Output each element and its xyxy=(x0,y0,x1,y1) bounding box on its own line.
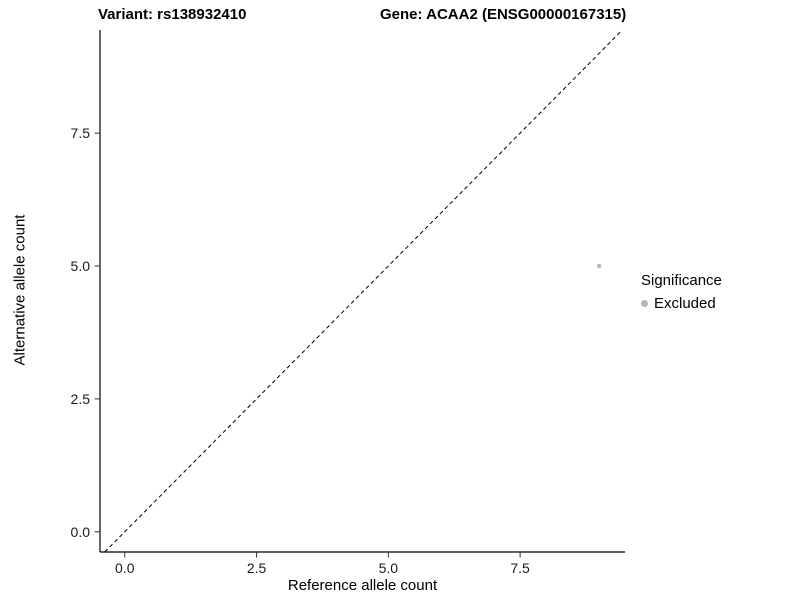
x-tick-label: 7.5 xyxy=(510,560,530,576)
legend-entry-label: Excluded xyxy=(654,295,716,312)
y-tick-label: 7.5 xyxy=(71,125,91,141)
legend-entry: Excluded xyxy=(641,295,722,312)
legend-title: Significance xyxy=(641,272,722,289)
data-point xyxy=(596,263,602,269)
identity-reference-line xyxy=(104,29,623,553)
x-tick-label: 0.0 xyxy=(115,560,135,576)
y-tick-label: 0.0 xyxy=(71,524,91,540)
y-axis-label: Alternative allele count xyxy=(11,214,29,366)
x-axis-label: Reference allele count xyxy=(287,577,438,594)
legend: Significance Excluded xyxy=(641,272,722,312)
y-tick-label: 2.5 xyxy=(71,391,91,407)
gene-title: Gene: ACAA2 (ENSG00000167315) xyxy=(380,6,627,23)
variant-title: Variant: rs138932410 xyxy=(98,6,247,23)
legend-key-dot xyxy=(641,300,648,307)
y-tick-label: 5.0 xyxy=(71,258,91,274)
x-tick-label: 2.5 xyxy=(247,560,267,576)
x-tick-label: 5.0 xyxy=(379,560,399,576)
